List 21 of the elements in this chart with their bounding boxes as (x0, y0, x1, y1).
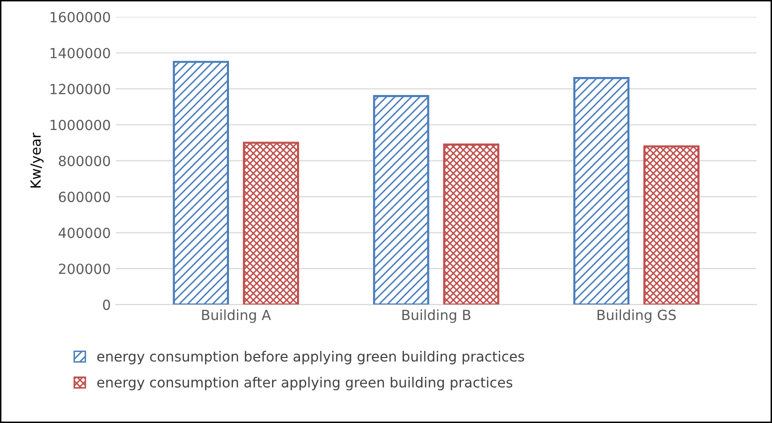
x-tick-label: Building B (402, 309, 470, 323)
y-tick-label: 1200000 (50, 84, 110, 94)
bar (373, 94, 430, 305)
x-tick-label: Building GS (598, 309, 676, 323)
y-tick-label: 1400000 (50, 48, 110, 58)
y-axis-title: Kw/year (30, 132, 44, 188)
y-tick-label: 0 (103, 300, 110, 310)
bar (172, 60, 229, 305)
y-tick-label: 1000000 (50, 120, 110, 130)
x-tick-label: Building A (202, 309, 271, 323)
bar (573, 77, 630, 305)
bar (242, 142, 300, 305)
y-tick-label: 800000 (58, 156, 110, 166)
y-tick-label: 200000 (58, 264, 110, 274)
y-tick-label: 600000 (58, 192, 110, 202)
legend-label: energy consumption before applying green building practices (97, 350, 524, 364)
legend-label: energy consumption after applying green building practices (97, 376, 512, 390)
y-tick-label: 400000 (58, 228, 110, 238)
bar (443, 144, 500, 305)
bar (643, 145, 700, 305)
y-tick-label: 1600000 (50, 12, 110, 22)
